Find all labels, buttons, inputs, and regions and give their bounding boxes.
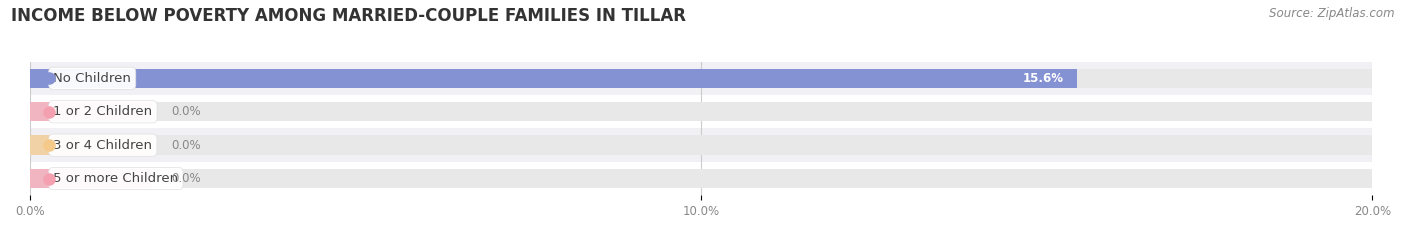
Bar <box>30 169 150 188</box>
Text: 1 or 2 Children: 1 or 2 Children <box>53 105 152 118</box>
Text: 15.6%: 15.6% <box>1022 72 1063 85</box>
Text: 3 or 4 Children: 3 or 4 Children <box>53 139 152 152</box>
Bar <box>30 62 1372 95</box>
Text: No Children: No Children <box>53 72 131 85</box>
Bar <box>30 128 1372 162</box>
Bar <box>30 135 150 155</box>
Text: INCOME BELOW POVERTY AMONG MARRIED-COUPLE FAMILIES IN TILLAR: INCOME BELOW POVERTY AMONG MARRIED-COUPL… <box>11 7 686 25</box>
Bar <box>30 102 1372 121</box>
Text: 5 or more Children: 5 or more Children <box>53 172 179 185</box>
Bar <box>30 162 1372 195</box>
Bar <box>30 169 1372 188</box>
Bar <box>30 69 1372 88</box>
Text: 0.0%: 0.0% <box>170 139 201 152</box>
Bar <box>30 102 150 121</box>
Bar <box>30 95 1372 128</box>
Text: 0.0%: 0.0% <box>170 172 201 185</box>
Bar <box>30 135 1372 155</box>
Text: Source: ZipAtlas.com: Source: ZipAtlas.com <box>1270 7 1395 20</box>
Bar <box>30 69 1077 88</box>
Text: 0.0%: 0.0% <box>170 105 201 118</box>
